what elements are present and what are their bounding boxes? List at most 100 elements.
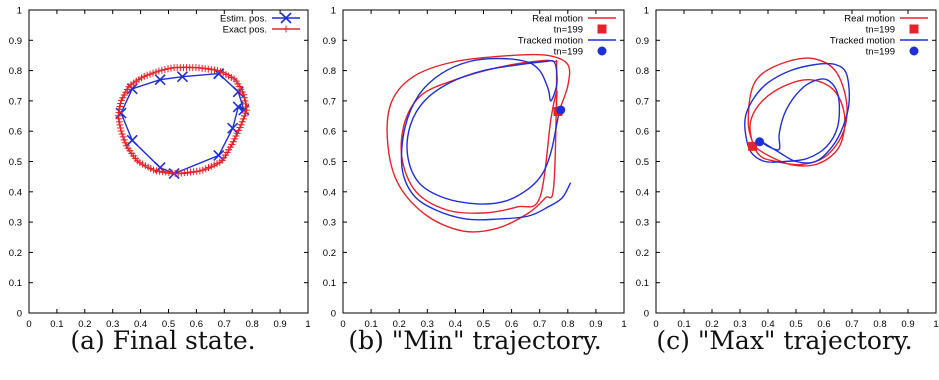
data-point xyxy=(232,101,244,113)
data-point xyxy=(239,115,247,123)
x-tick-label: 0.8 xyxy=(561,319,574,330)
y-tick-label: 0.2 xyxy=(636,248,649,259)
y-tick-label: 0.8 xyxy=(323,66,336,77)
data-point xyxy=(143,71,151,79)
y-tick-label: 0.8 xyxy=(9,66,22,77)
x-tick-label: 1 xyxy=(305,319,310,330)
data-point xyxy=(240,94,248,102)
legend-marker xyxy=(597,46,607,56)
series-estim-pos xyxy=(115,68,250,180)
data-point xyxy=(120,136,128,144)
y-tick-label: 0.9 xyxy=(636,36,649,47)
chart-panel-3: 0 0.1 0.2 0.3 0.4 0.5 0.6 0.7 0.8 0.9 1 0 0.1 0.2 0.3 0… xyxy=(636,6,939,331)
data-point xyxy=(240,112,248,120)
legend-marker xyxy=(597,24,607,34)
data-point xyxy=(140,72,148,80)
legend-label: Real motion xyxy=(844,14,895,25)
x-tick-label: 0.9 xyxy=(273,319,286,330)
y-tick-label: 0.9 xyxy=(9,36,22,47)
y-tick-label: 0.3 xyxy=(9,218,22,229)
x-tick-label: 0.1 xyxy=(677,319,690,330)
y-tick-label: 0 xyxy=(17,309,22,320)
data-point xyxy=(154,74,166,86)
y-tick-label: 0.2 xyxy=(9,248,22,259)
data-point xyxy=(158,66,166,74)
x-tick-label: 1 xyxy=(933,319,938,330)
x-tick-label: 0.3 xyxy=(106,319,119,330)
y-tick-label: 0.7 xyxy=(9,96,22,107)
legend-label: Exact pos. xyxy=(223,25,267,36)
y-tick-label: 0.6 xyxy=(636,127,649,138)
y-tick-label: 0.4 xyxy=(9,187,22,198)
x-tick-label: 0.7 xyxy=(218,319,231,330)
x-tick-label: 0 xyxy=(340,319,345,330)
data-point xyxy=(152,68,160,76)
data-point xyxy=(115,109,123,117)
y-tick-label: 0.7 xyxy=(636,96,649,107)
y-tick-label: 0.5 xyxy=(323,157,336,168)
y-tick-label: 0.1 xyxy=(636,278,649,289)
x-tick-label: 0.5 xyxy=(477,319,490,330)
x-tick-label: 0.2 xyxy=(705,319,718,330)
series-line xyxy=(744,62,851,164)
x-tick-label: 0.3 xyxy=(421,319,434,330)
caption-b: (b) "Min" trajectory. xyxy=(348,326,602,355)
legend: Estim. pos.Exact pos. xyxy=(220,12,300,36)
data-point xyxy=(126,134,138,146)
series-line xyxy=(386,53,571,233)
endpoint-marker xyxy=(556,105,566,115)
x-tick-label: 0.5 xyxy=(162,319,175,330)
data-point xyxy=(149,69,157,77)
x-tick-label: 0.1 xyxy=(364,319,377,330)
data-point xyxy=(117,99,125,107)
data-point xyxy=(161,66,169,74)
data-point xyxy=(176,71,189,83)
y-tick-label: 0.3 xyxy=(636,218,649,229)
x-tick-label: 0.8 xyxy=(246,319,259,330)
x-tick-label: 0 xyxy=(26,319,31,330)
data-point xyxy=(243,106,251,114)
data-point xyxy=(227,122,239,134)
y-tick-label: 0.3 xyxy=(323,218,336,229)
legend-marker xyxy=(909,46,919,56)
data-point xyxy=(199,166,207,174)
data-point xyxy=(232,132,240,140)
y-tick-label: 0.9 xyxy=(323,36,336,47)
y-tick-label: 0.6 xyxy=(323,127,336,138)
x-tick-label: 0.5 xyxy=(789,319,802,330)
x-tick-label: 0.2 xyxy=(78,319,91,330)
x-tick-label: 0.6 xyxy=(817,319,830,330)
y-tick-label: 0.1 xyxy=(323,278,336,289)
x-tick-label: 0.3 xyxy=(733,319,746,330)
series-line xyxy=(747,57,848,167)
caption-c: (c) "Max" trajectory. xyxy=(656,326,913,355)
x-tick-label: 0.7 xyxy=(845,319,858,330)
data-point xyxy=(231,135,239,143)
y-tick-label: 0.4 xyxy=(636,187,649,198)
data-point xyxy=(122,142,130,150)
caption-a: (a) Final state. xyxy=(70,326,256,355)
data-point xyxy=(117,127,125,135)
data-point xyxy=(155,67,163,75)
y-tick-label: 1 xyxy=(331,6,336,17)
legend-marker xyxy=(282,25,290,33)
y-tick-label: 0.1 xyxy=(9,278,22,289)
x-tick-label: 0.6 xyxy=(505,319,518,330)
x-tick-label: 0.6 xyxy=(190,319,203,330)
legend-label: tn=199 xyxy=(554,47,583,58)
x-tick-label: 0.4 xyxy=(449,319,462,330)
legend-label: Tracked motion xyxy=(830,36,895,47)
data-point xyxy=(167,64,175,72)
x-tick-label: 0 xyxy=(653,319,658,330)
endpoint-marker xyxy=(748,141,758,151)
data-point xyxy=(235,126,243,134)
legend-marker xyxy=(280,12,292,24)
x-tick-label: 0.4 xyxy=(134,319,147,330)
x-tick-label: 0.1 xyxy=(50,319,63,330)
x-tick-label: 0.9 xyxy=(901,319,914,330)
series-line xyxy=(400,57,572,221)
series-tracked-motion xyxy=(744,62,851,164)
y-tick-label: 0.8 xyxy=(636,66,649,77)
y-tick-label: 0 xyxy=(331,309,336,320)
